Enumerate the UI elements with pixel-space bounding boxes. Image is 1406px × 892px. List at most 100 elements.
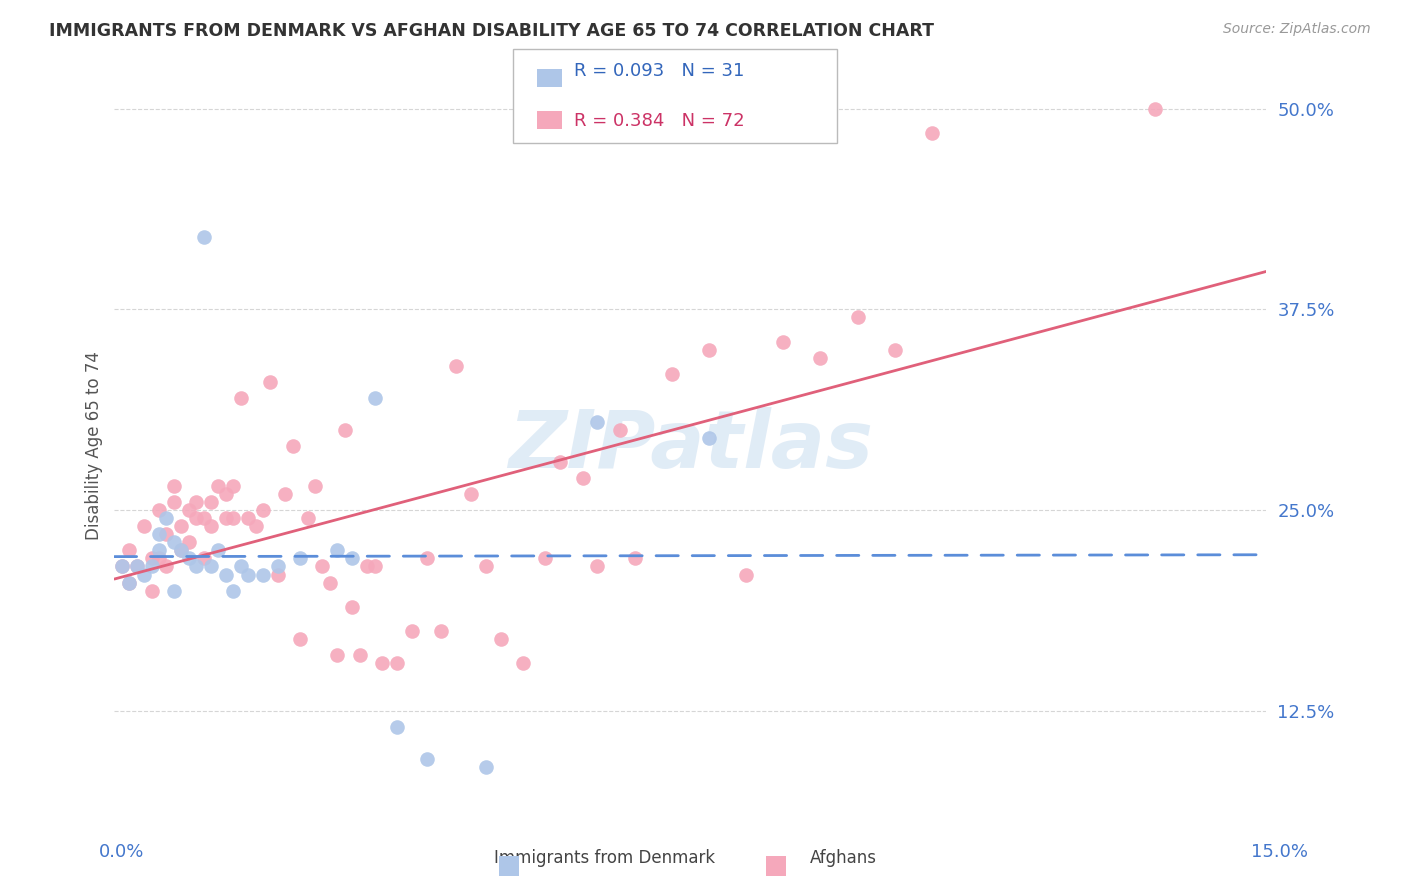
Point — [238, 511, 260, 525]
Point — [177, 535, 200, 549]
Point — [550, 455, 572, 469]
Point — [356, 559, 378, 574]
Point — [200, 559, 222, 574]
Y-axis label: Disability Age 65 to 74: Disability Age 65 to 74 — [86, 351, 103, 541]
Point — [319, 575, 342, 590]
Point — [193, 511, 215, 525]
Point — [697, 431, 720, 445]
Point — [333, 423, 356, 437]
Point — [125, 559, 148, 574]
Text: ZIPatlas: ZIPatlas — [508, 407, 873, 485]
Point — [215, 487, 238, 501]
Point — [170, 543, 193, 558]
Text: Afghans: Afghans — [810, 849, 877, 867]
Point — [200, 519, 222, 533]
Point — [155, 511, 177, 525]
Point — [290, 632, 312, 646]
Point — [141, 559, 163, 574]
Text: Immigrants from Denmark: Immigrants from Denmark — [494, 849, 716, 867]
Point — [163, 583, 186, 598]
Point — [342, 599, 364, 614]
Point — [155, 527, 177, 541]
Point — [111, 559, 134, 574]
Point — [238, 567, 260, 582]
Point — [177, 551, 200, 566]
Point — [512, 656, 534, 670]
Point — [177, 503, 200, 517]
Point — [342, 551, 364, 566]
Text: Source: ZipAtlas.com: Source: ZipAtlas.com — [1223, 22, 1371, 37]
Point — [401, 624, 423, 638]
Point — [222, 479, 245, 493]
Point — [274, 487, 297, 501]
Point — [385, 720, 408, 734]
Point — [267, 567, 290, 582]
Point — [808, 351, 831, 365]
Point — [371, 656, 394, 670]
Point — [363, 559, 385, 574]
Point — [415, 551, 437, 566]
Point — [222, 583, 245, 598]
Point — [446, 359, 468, 373]
Point — [118, 543, 141, 558]
Point — [252, 503, 274, 517]
Text: 15.0%: 15.0% — [1250, 843, 1308, 861]
Point — [475, 559, 498, 574]
Point — [118, 575, 141, 590]
Point — [186, 495, 208, 509]
Point — [215, 511, 238, 525]
Point — [193, 551, 215, 566]
Point — [186, 559, 208, 574]
Point — [229, 391, 252, 405]
Point — [846, 310, 869, 325]
Point — [290, 551, 312, 566]
Point — [134, 567, 156, 582]
Point — [475, 760, 498, 774]
Point — [163, 535, 186, 549]
Point — [430, 624, 453, 638]
Point — [148, 527, 170, 541]
Point — [661, 367, 683, 381]
Point — [385, 656, 408, 670]
Text: 0.0%: 0.0% — [98, 843, 143, 861]
Point — [163, 479, 186, 493]
Point — [1143, 102, 1166, 116]
Point — [148, 503, 170, 517]
Point — [215, 567, 238, 582]
Point — [304, 479, 326, 493]
Point — [170, 519, 193, 533]
Point — [281, 439, 304, 453]
Point — [735, 567, 758, 582]
Point — [883, 343, 905, 357]
Point — [586, 415, 609, 429]
Point — [141, 583, 163, 598]
Point — [125, 559, 148, 574]
Point — [297, 511, 319, 525]
Point — [170, 543, 193, 558]
Point — [259, 375, 281, 389]
Point — [609, 423, 631, 437]
Point — [148, 543, 170, 558]
Point — [111, 559, 134, 574]
Point — [460, 487, 482, 501]
Point — [697, 343, 720, 357]
Point — [229, 559, 252, 574]
Point — [921, 126, 943, 140]
Point — [134, 519, 156, 533]
Point — [207, 543, 229, 558]
Point — [118, 575, 141, 590]
Point — [571, 471, 593, 485]
Point — [186, 511, 208, 525]
Point — [148, 551, 170, 566]
Text: R = 0.384   N = 72: R = 0.384 N = 72 — [574, 112, 744, 130]
Point — [267, 559, 290, 574]
Point — [311, 559, 333, 574]
Text: R = 0.093   N = 31: R = 0.093 N = 31 — [574, 62, 744, 80]
Point — [326, 648, 349, 662]
Point — [586, 559, 609, 574]
Point — [349, 648, 371, 662]
Point — [155, 559, 177, 574]
Point — [222, 511, 245, 525]
Point — [252, 567, 274, 582]
Point — [245, 519, 267, 533]
